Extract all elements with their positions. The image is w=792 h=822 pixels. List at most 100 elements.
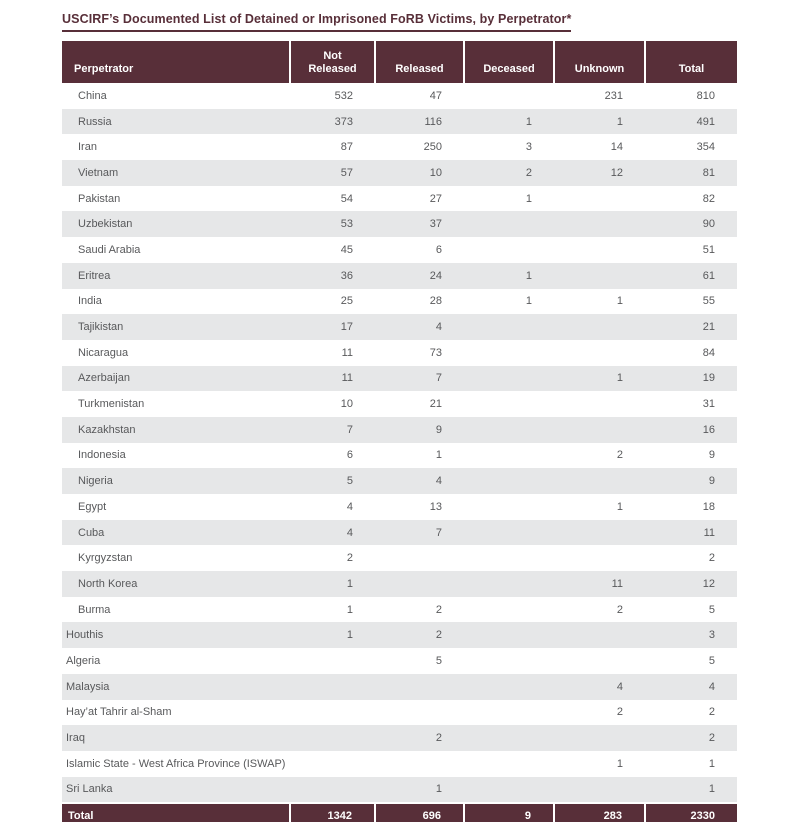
- cell-total: 9: [708, 449, 715, 462]
- cell-released: [375, 571, 464, 597]
- table-row: Kazakhstan 7 9 16: [62, 416, 737, 443]
- cell-not-released: 5: [290, 468, 375, 494]
- cell-deceased: 1: [525, 295, 532, 308]
- cell-released: 13: [429, 500, 442, 513]
- cell-unknown: [554, 391, 645, 417]
- total-row-label: Total: [62, 802, 291, 822]
- cell-deceased: [464, 648, 554, 674]
- table-row: Iran 87 250 3 14 354: [62, 134, 737, 160]
- row-label: Pakistan: [78, 192, 121, 205]
- column-header-total: Total: [645, 41, 737, 83]
- table-row: Algeria 5 5: [62, 648, 737, 674]
- cell-not-released: 11: [290, 365, 375, 392]
- cell-deceased: [464, 237, 554, 263]
- cell-unknown: 2: [616, 706, 623, 719]
- cell-total: 3: [645, 622, 737, 649]
- table-row: Pakistan 54 27 1 82: [62, 186, 737, 212]
- column-header-perpetrator: Perpetrator: [62, 41, 291, 83]
- cell-released: 47: [429, 89, 442, 102]
- cell-total: 11: [645, 519, 737, 546]
- row-label: Sri Lanka: [62, 776, 290, 804]
- cell-total: 354: [696, 141, 715, 154]
- cell-deceased: [464, 416, 554, 443]
- cell-deceased: [464, 519, 554, 546]
- cell-deceased: [464, 725, 554, 751]
- cell-released: 6: [435, 243, 442, 256]
- cell-unknown: [554, 468, 645, 494]
- cell-total: 81: [645, 160, 737, 186]
- cell-not-released: 53: [290, 211, 375, 238]
- cell-deceased: [464, 211, 554, 238]
- row-label: China: [78, 89, 107, 102]
- cell-deceased: [464, 700, 554, 726]
- row-label: Turkmenistan: [78, 398, 145, 411]
- cell-unknown: 11: [554, 571, 645, 597]
- cell-total: 18: [702, 500, 715, 513]
- row-label: Hay’at Tahrir al-Sham: [66, 706, 172, 719]
- cell-deceased: [464, 314, 554, 340]
- table-row: India 25 28 1 1 55: [62, 289, 737, 315]
- table-row: Burma 1 2 2 5: [62, 597, 737, 623]
- cell-unknown: [554, 340, 645, 366]
- cell-released: 4: [375, 314, 464, 340]
- cell-total: 16: [645, 416, 737, 443]
- cell-deceased: [464, 391, 554, 417]
- cell-not-released: 10: [340, 398, 353, 411]
- total-released: 696: [375, 802, 465, 822]
- cell-unknown: [554, 237, 645, 263]
- cell-not-released: 17: [290, 314, 375, 340]
- table-row: Eritrea 36 24 1 61: [62, 262, 737, 289]
- cell-deceased: 1: [464, 108, 554, 135]
- cell-unknown: [554, 211, 645, 238]
- cell-total: 9: [645, 468, 737, 494]
- table-row: Nicaragua 11 73 84: [62, 340, 737, 366]
- cell-not-released: 1: [346, 603, 353, 616]
- table-row: China 532 47 231 810: [62, 83, 737, 109]
- cell-released: [375, 700, 464, 726]
- table-row: Nigeria 5 4 9: [62, 468, 737, 494]
- cell-deceased: [464, 468, 554, 494]
- column-header-unknown: Unknown: [554, 41, 646, 83]
- cell-not-released: 6: [346, 449, 353, 462]
- cell-total: 84: [702, 346, 715, 359]
- table-row: Islamic State - West Africa Province (IS…: [62, 751, 737, 777]
- table-footer: Total 1342 696 9 283 2330: [62, 802, 737, 822]
- cell-unknown: 4: [554, 673, 645, 700]
- cell-unknown: 231: [604, 89, 623, 102]
- page-title: USCIRF’s Documented List of Detained or …: [62, 12, 572, 32]
- row-label: Azerbaijan: [62, 365, 290, 392]
- row-label: Algeria: [66, 654, 101, 667]
- cell-not-released: 373: [290, 108, 375, 135]
- cell-not-released: 11: [341, 346, 353, 359]
- cell-total: 51: [702, 243, 715, 256]
- cell-not-released: 87: [340, 141, 353, 154]
- cell-unknown: [554, 519, 645, 546]
- row-label: Burma: [78, 603, 111, 616]
- row-label: Saudi Arabia: [78, 243, 141, 256]
- row-label: Vietnam: [62, 160, 290, 186]
- cell-not-released: 1: [290, 622, 375, 649]
- cell-total: 2: [645, 725, 737, 751]
- cell-released: 7: [375, 519, 464, 546]
- cell-deceased: 3: [525, 141, 532, 154]
- cell-total: 1: [708, 757, 715, 770]
- cell-released: 21: [429, 398, 442, 411]
- cell-released: 1: [435, 449, 442, 462]
- cell-unknown: [554, 648, 645, 674]
- cell-released: 4: [375, 468, 464, 494]
- cell-deceased: [464, 443, 554, 469]
- cell-released: [375, 545, 464, 571]
- cell-not-released: [290, 648, 375, 674]
- cell-not-released: [290, 776, 375, 804]
- cell-not-released: 57: [290, 160, 375, 186]
- cell-not-released: 2: [346, 552, 353, 565]
- cell-released: 2: [375, 725, 464, 751]
- cell-unknown: [554, 776, 645, 804]
- cell-not-released: 36: [290, 262, 375, 289]
- table-row: Hay’at Tahrir al-Sham 2 2: [62, 700, 737, 726]
- cell-released: 2: [435, 603, 442, 616]
- cell-released: 9: [375, 416, 464, 443]
- cell-unknown: [554, 545, 645, 571]
- total-unknown: 283: [554, 802, 646, 822]
- cell-not-released: [290, 725, 375, 751]
